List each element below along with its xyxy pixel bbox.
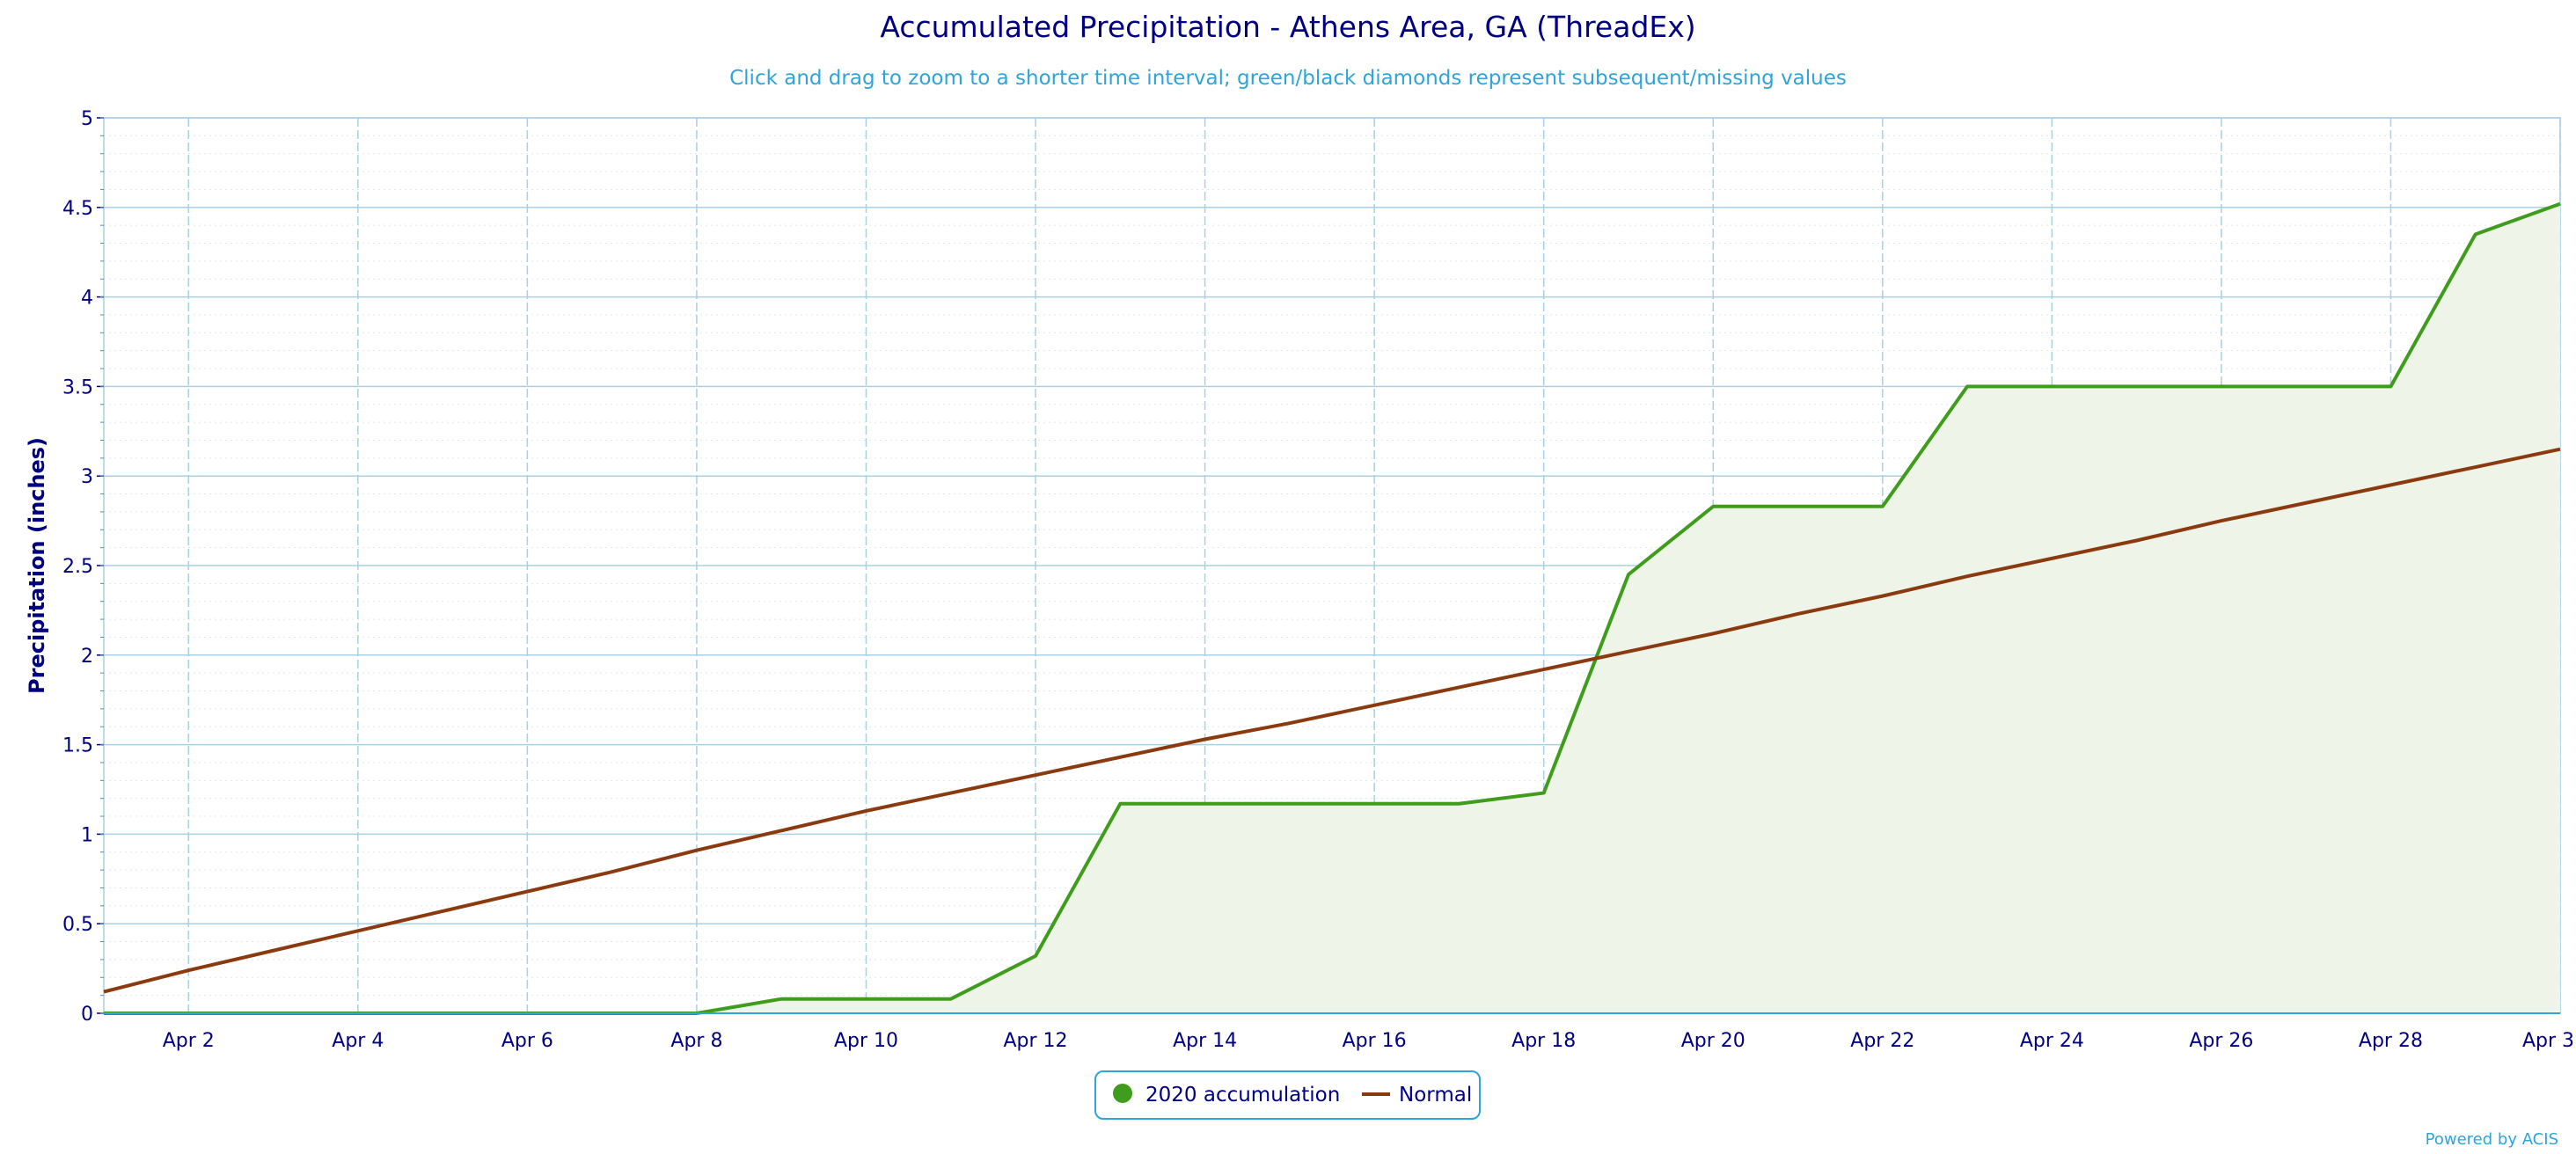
y-axis-ticks: 0 0.5 1 1.5 2 2.5 3 3.5 4 4.5 5 (62, 108, 104, 1026)
x-axis-ticks: Apr 2 Apr 4 Apr 6 Apr 8 Apr 10 Apr 12 Apr 14 Ap… (163, 1030, 2574, 1052)
x-tick-label: Apr 22 (1850, 1030, 1914, 1052)
legend-label-2020-accumulation: 2020 accumulation (1145, 1084, 1340, 1107)
y-tick-label: 4.5 (62, 198, 93, 220)
x-tick-label: Apr 18 (1511, 1030, 1576, 1052)
x-tick-label: Apr 26 (2189, 1030, 2253, 1052)
chart-title: Accumulated Precipitation - Athens Area,… (880, 10, 1695, 44)
series-layer (103, 201, 2561, 1015)
y-tick-label: 1.5 (62, 735, 93, 757)
y-tick-label: 0.5 (62, 914, 93, 936)
y-tick-label: 1 (81, 824, 93, 846)
legend-item-2020-accumulation[interactable]: 2020 accumulation (1113, 1084, 1340, 1107)
y-tick-label: 5 (81, 108, 93, 130)
x-tick-label: Apr 28 (2359, 1030, 2423, 1052)
credit-link[interactable]: Powered by ACIS (2426, 1130, 2558, 1149)
legend-label-normal: Normal (1399, 1084, 1472, 1107)
x-tick-label: Apr 12 (1004, 1030, 1068, 1052)
x-tick-label: Apr 6 (501, 1030, 553, 1052)
x-tick-label: Apr 20 (1681, 1030, 1745, 1052)
legend: 2020 accumulation Normal (1094, 1070, 1481, 1120)
x-tick-label: Apr 14 (1173, 1030, 1237, 1052)
y-tick-label: 4 (81, 288, 93, 310)
y-tick-label: 2.5 (62, 556, 93, 578)
x-tick-label: Apr 8 (670, 1030, 722, 1052)
legend-item-normal[interactable]: Normal (1362, 1084, 1472, 1107)
y-axis-label: Precipitation (inches) (25, 437, 49, 694)
x-tick-label: Apr 2 (163, 1030, 215, 1052)
y-tick-label: 3.5 (62, 376, 93, 398)
y-tick-label: 3 (81, 466, 93, 488)
chart-subtitle: Click and drag to zoom to a shorter time… (729, 67, 1847, 90)
series-line-normal[interactable] (103, 447, 2561, 994)
y-tick-label: 0 (81, 1004, 93, 1026)
area-2020-accumulation (104, 203, 2560, 1013)
y-tick-label: 2 (81, 646, 93, 668)
legend-marker-2020-accumulation (1113, 1084, 1132, 1103)
x-tick-label: Apr 24 (2020, 1030, 2084, 1052)
x-tick-label: Apr 4 (332, 1030, 384, 1052)
x-tick-label: Apr 10 (834, 1030, 898, 1052)
legend-box (1094, 1070, 1481, 1120)
x-tick-label: Apr 16 (1343, 1030, 1407, 1052)
x-tick-label: Apr 3 (2522, 1030, 2574, 1052)
